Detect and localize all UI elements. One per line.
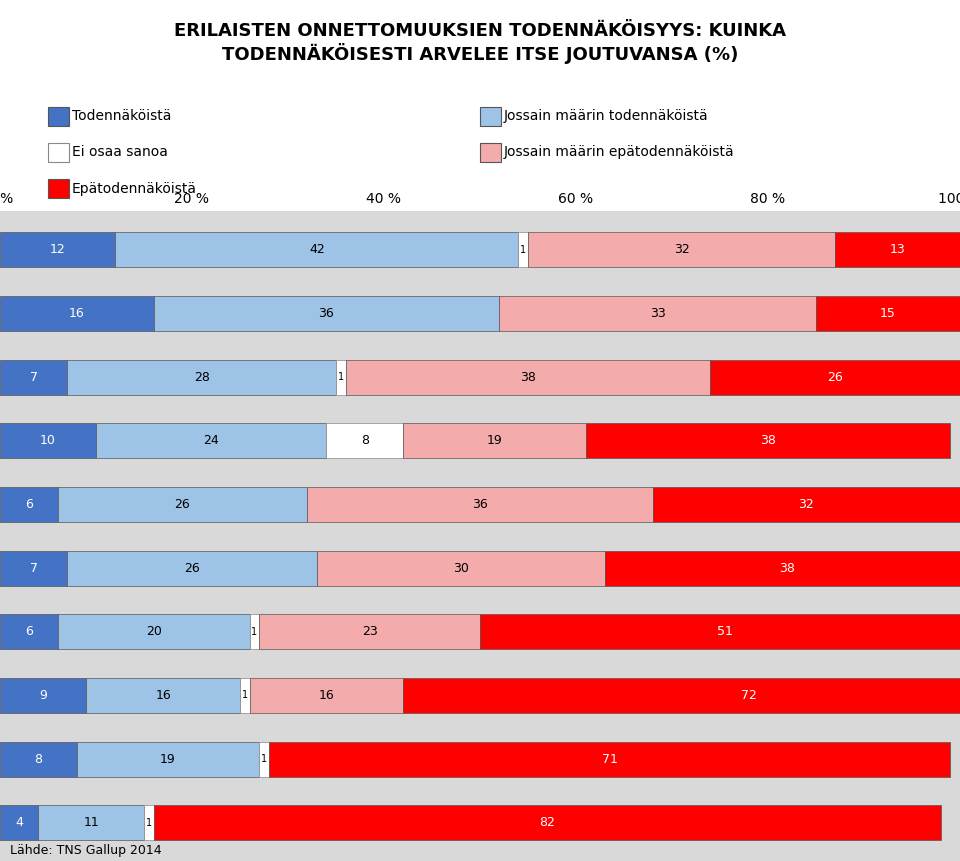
Text: 1: 1 [338, 372, 344, 382]
Bar [307, 487, 653, 522]
Text: 36: 36 [319, 307, 334, 320]
Text: 10: 10 [40, 434, 56, 447]
Bar [0, 296, 154, 331]
Bar [0, 550, 67, 585]
Bar [86, 678, 240, 713]
Bar [58, 487, 307, 522]
Text: 26: 26 [175, 498, 190, 511]
Bar [0, 678, 86, 713]
Bar [346, 360, 710, 394]
Text: 38: 38 [760, 434, 776, 447]
Text: 26: 26 [828, 370, 843, 383]
Text: 24: 24 [204, 434, 219, 447]
Bar [0, 487, 58, 522]
Text: 9: 9 [39, 689, 47, 702]
Bar [480, 614, 960, 649]
Bar [518, 232, 528, 267]
Text: 8: 8 [361, 434, 369, 447]
Text: 16: 16 [319, 689, 334, 702]
Bar [38, 805, 144, 840]
Bar [336, 360, 346, 394]
Text: ERILAISTEN ONNETTOMUUKSIEN TODENNÄKÖISYYS: KUINKA
TODENNÄKÖISESTI ARVELEE ITSE J: ERILAISTEN ONNETTOMUUKSIEN TODENNÄKÖISYY… [174, 22, 786, 64]
Bar [250, 678, 403, 713]
Bar [499, 296, 816, 331]
Text: 42: 42 [309, 243, 324, 257]
Bar [259, 614, 480, 649]
Text: 1: 1 [146, 818, 152, 827]
Bar [403, 678, 960, 713]
Text: Jossain määrin todennäköistä: Jossain määrin todennäköistä [504, 109, 708, 123]
Bar [0, 360, 67, 394]
Text: 23: 23 [362, 625, 377, 638]
Text: 16: 16 [69, 307, 84, 320]
Bar [0, 424, 96, 458]
Text: 33: 33 [650, 307, 665, 320]
Text: Ei osaa sanoa: Ei osaa sanoa [72, 146, 168, 159]
Bar [154, 296, 499, 331]
Text: 20: 20 [146, 625, 161, 638]
Text: 36: 36 [472, 498, 488, 511]
Text: 1: 1 [520, 245, 526, 255]
Text: 19: 19 [487, 434, 502, 447]
Text: 6: 6 [25, 625, 33, 638]
Text: 82: 82 [540, 816, 555, 829]
Text: 11: 11 [84, 816, 99, 829]
Bar [816, 296, 960, 331]
Text: 8: 8 [35, 753, 42, 765]
Text: 7: 7 [30, 370, 37, 383]
Bar [96, 424, 326, 458]
Bar [67, 550, 317, 585]
Bar [115, 232, 518, 267]
Bar [653, 487, 960, 522]
Bar [710, 360, 960, 394]
Bar [0, 614, 58, 649]
Text: 1: 1 [261, 754, 267, 764]
Text: 32: 32 [799, 498, 814, 511]
Text: 38: 38 [520, 370, 536, 383]
Bar [0, 805, 38, 840]
Text: Epätodennäköistä: Epätodennäköistä [72, 182, 197, 195]
Bar [250, 614, 259, 649]
Bar [0, 741, 77, 777]
Text: 28: 28 [194, 370, 209, 383]
Bar [259, 741, 269, 777]
Text: 1: 1 [252, 627, 257, 637]
Text: 72: 72 [741, 689, 756, 702]
Text: 51: 51 [717, 625, 732, 638]
Bar [269, 741, 950, 777]
Bar [326, 424, 403, 458]
Text: 7: 7 [30, 561, 37, 574]
Text: Todennäköistä: Todennäköistä [72, 109, 172, 123]
Bar [403, 424, 586, 458]
Text: 32: 32 [674, 243, 689, 257]
Bar [77, 741, 259, 777]
Text: 38: 38 [780, 561, 795, 574]
Text: 15: 15 [880, 307, 896, 320]
Bar [144, 805, 154, 840]
Text: 30: 30 [453, 561, 468, 574]
Bar [317, 550, 605, 585]
Bar [240, 678, 250, 713]
Text: 71: 71 [602, 753, 617, 765]
Bar [0, 232, 115, 267]
Bar [605, 550, 960, 585]
Bar [154, 805, 941, 840]
Text: 1: 1 [242, 691, 248, 701]
Text: 13: 13 [890, 243, 905, 257]
Text: 12: 12 [50, 243, 65, 257]
Text: 16: 16 [156, 689, 171, 702]
Bar [586, 424, 950, 458]
Text: 4: 4 [15, 816, 23, 829]
Text: 26: 26 [184, 561, 200, 574]
Text: 19: 19 [160, 753, 176, 765]
Text: Jossain määrin epätodennäköistä: Jossain määrin epätodennäköistä [504, 146, 734, 159]
Text: Lähde: TNS Gallup 2014: Lähde: TNS Gallup 2014 [10, 844, 161, 857]
Bar [58, 614, 250, 649]
Bar [528, 232, 835, 267]
Text: 6: 6 [25, 498, 33, 511]
Bar [67, 360, 336, 394]
Bar [835, 232, 960, 267]
